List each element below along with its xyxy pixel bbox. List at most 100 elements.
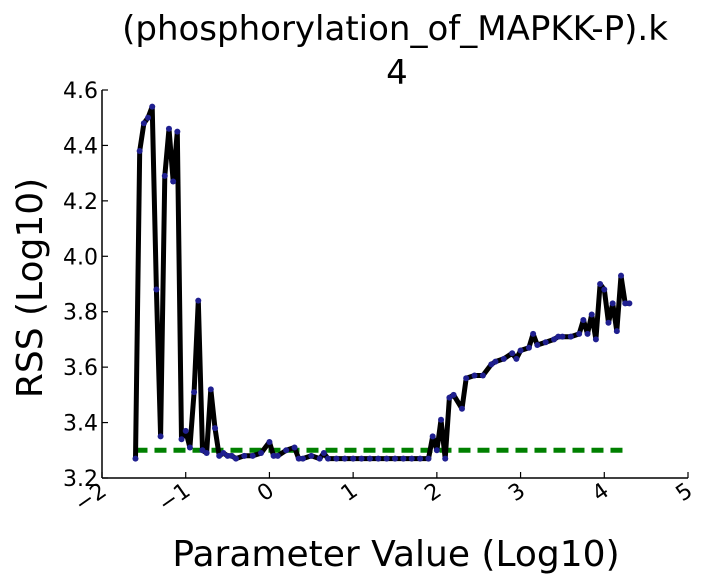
y-tick-label: 4.0 xyxy=(63,245,98,270)
data-point xyxy=(232,455,239,462)
data-point xyxy=(161,172,168,179)
data-point xyxy=(266,438,273,445)
data-point xyxy=(567,333,574,340)
data-point xyxy=(375,455,382,462)
data-point xyxy=(458,405,465,412)
y-tick-label: 3.8 xyxy=(63,301,98,326)
data-point xyxy=(601,286,608,293)
data-point xyxy=(626,300,633,307)
data-point xyxy=(613,328,620,335)
plot-area xyxy=(132,103,633,462)
data-point xyxy=(618,272,625,279)
data-point xyxy=(165,125,172,132)
data-point xyxy=(597,281,604,287)
y-axis-label: RSS (Log10) xyxy=(10,178,51,398)
data-point xyxy=(270,452,277,459)
data-point xyxy=(157,433,164,440)
data-point xyxy=(433,447,440,454)
data-point xyxy=(182,427,189,434)
data-point xyxy=(136,147,143,154)
data-point xyxy=(241,452,248,459)
data-point xyxy=(588,311,595,318)
data-point xyxy=(542,339,549,346)
data-point xyxy=(471,372,478,379)
data-point xyxy=(191,389,198,396)
data-point xyxy=(438,416,445,423)
data-point xyxy=(145,114,152,121)
data-point xyxy=(517,347,524,354)
data-point xyxy=(274,452,281,459)
data-point xyxy=(605,319,612,326)
x-tick-label: 1 xyxy=(337,478,363,507)
data-point xyxy=(249,452,256,459)
data-point xyxy=(417,455,424,462)
data-point xyxy=(609,300,616,307)
data-point xyxy=(358,455,365,462)
data-point xyxy=(178,436,185,443)
data-point xyxy=(132,455,139,462)
data-point xyxy=(341,455,348,462)
data-point xyxy=(140,120,147,127)
data-point xyxy=(174,128,181,135)
data-point xyxy=(258,450,265,457)
data-point xyxy=(500,355,507,362)
data-point xyxy=(316,455,323,462)
data-point xyxy=(492,358,499,365)
data-point xyxy=(283,447,290,454)
data-point xyxy=(559,333,566,340)
data-point xyxy=(463,375,470,382)
chart-title-line-2: 4 xyxy=(386,53,408,93)
data-point xyxy=(555,333,562,340)
data-point xyxy=(207,386,214,393)
data-point xyxy=(534,341,541,348)
y-tick-label: 3.4 xyxy=(63,412,98,437)
series-line-0 xyxy=(133,104,632,462)
data-point xyxy=(429,433,436,440)
data-point xyxy=(383,455,390,462)
data-point xyxy=(576,330,583,337)
y-tick-label: 4.4 xyxy=(63,134,98,159)
data-point xyxy=(580,317,587,324)
data-point xyxy=(153,286,160,293)
x-tick-label: 5 xyxy=(672,478,698,507)
data-point xyxy=(425,455,432,462)
x-tick-label: 0 xyxy=(253,478,279,507)
data-point xyxy=(400,455,407,462)
data-point xyxy=(622,300,629,307)
data-point xyxy=(366,455,373,462)
data-point xyxy=(212,425,219,432)
data-point xyxy=(408,455,415,462)
data-point xyxy=(170,178,177,185)
data-point xyxy=(525,344,532,351)
y-tick-label: 4.2 xyxy=(63,190,98,215)
x-tick-label: 2 xyxy=(420,478,446,507)
data-point xyxy=(509,350,516,357)
data-point xyxy=(325,455,332,462)
data-point xyxy=(195,297,202,304)
y-tick-label: 3.6 xyxy=(63,356,98,381)
data-point xyxy=(392,455,398,462)
data-point xyxy=(299,455,306,462)
y-tick-label: 3.2 xyxy=(63,467,98,492)
data-point xyxy=(308,452,315,459)
x-tick-label: 3 xyxy=(504,478,530,507)
chart-title-line-1: (phosphorylation_of_MAPKK-P).k xyxy=(122,9,668,49)
data-point xyxy=(333,455,340,462)
y-tick-label: 4.6 xyxy=(63,79,98,104)
data-point xyxy=(450,391,457,398)
axes xyxy=(101,89,689,479)
data-point xyxy=(442,455,449,462)
data-point xyxy=(291,444,298,451)
data-point xyxy=(224,452,231,459)
data-point xyxy=(186,444,193,451)
x-tick-label: 4 xyxy=(588,478,614,507)
data-point xyxy=(592,336,599,343)
data-point xyxy=(320,450,327,457)
data-point xyxy=(203,450,210,457)
data-point xyxy=(530,330,537,337)
data-point xyxy=(584,330,591,337)
data-point xyxy=(350,455,357,462)
x-axis-label: Parameter Value (Log10) xyxy=(172,534,619,575)
data-point xyxy=(513,355,520,362)
